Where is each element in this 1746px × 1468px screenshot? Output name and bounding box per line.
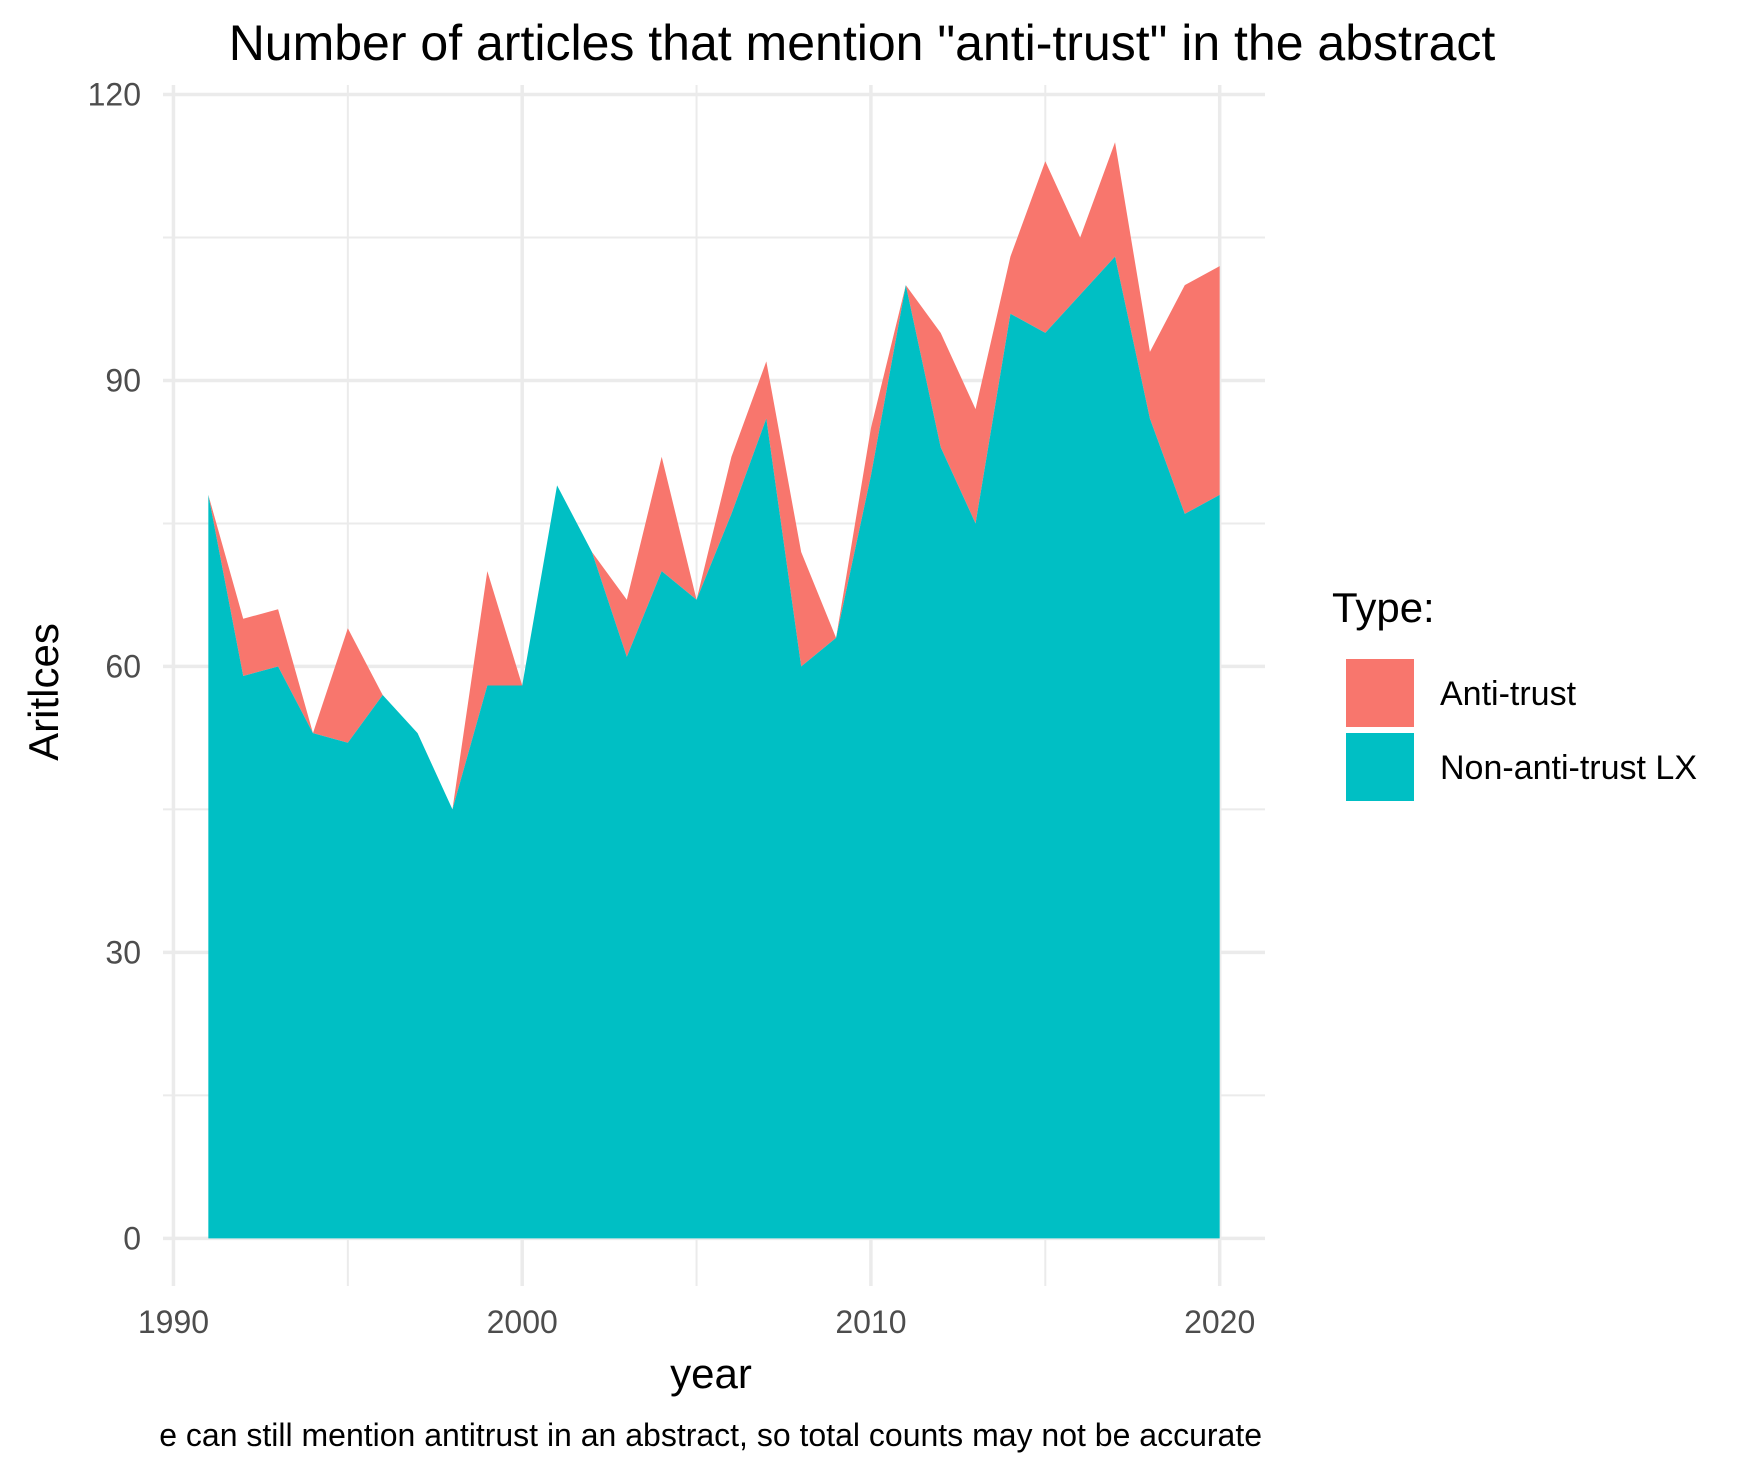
y-tick-label: 0: [123, 1220, 141, 1256]
x-tick-label: 2010: [835, 1304, 906, 1340]
legend-title: Type:: [1332, 584, 1435, 631]
legend-label-anti-trust: Anti-trust: [1440, 675, 1577, 713]
x-tick-label: 2020: [1184, 1304, 1255, 1340]
legend-label-non-anti-trust-lx: Non-anti-trust LX: [1440, 749, 1697, 787]
y-axis-title: Aritlces: [20, 623, 67, 761]
x-tick-label: 1990: [138, 1304, 209, 1340]
area-series-anti-trust: [208, 142, 1220, 810]
chart-caption: e can still mention antitrust in an abst…: [159, 1417, 1262, 1453]
legend-key-anti-trust: [1346, 659, 1414, 727]
y-tick-label: 60: [105, 648, 141, 684]
legend-key-non-anti-trust-lx: [1346, 733, 1414, 801]
x-axis-ticks: 1990 2000 2010 2020: [138, 1304, 1255, 1340]
y-tick-label: 120: [88, 77, 141, 113]
legend: Type: Anti-trust Non-anti-trust LX: [1332, 584, 1697, 801]
chart-title: Number of articles that mention "anti-tr…: [229, 15, 1496, 71]
x-axis-title: year: [670, 1350, 752, 1397]
y-axis-ticks: 0 30 60 90 120: [88, 77, 141, 1257]
y-tick-label: 30: [105, 934, 141, 970]
y-tick-label: 90: [105, 362, 141, 398]
stacked-areas: [208, 142, 1220, 1239]
area-series-non-anti-trust-lx: [208, 256, 1220, 1239]
x-tick-label: 2000: [487, 1304, 558, 1340]
